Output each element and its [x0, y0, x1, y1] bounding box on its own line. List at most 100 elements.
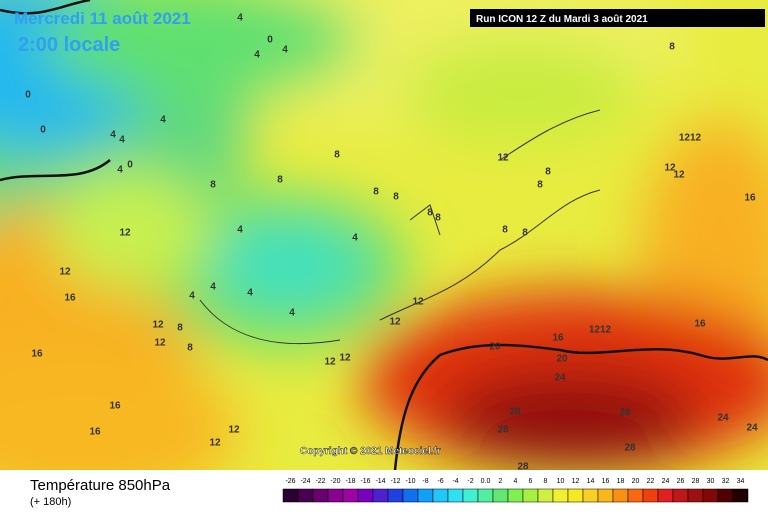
contour-label: 8 [435, 213, 441, 224]
contour-label: 12 [664, 163, 676, 174]
contour-label: 16 [31, 349, 43, 360]
contour-label: 8 [373, 187, 379, 198]
scale-label: 28 [692, 478, 700, 485]
contour-label: 24 [554, 373, 566, 384]
contour-label: 4 [352, 233, 358, 244]
contour-label: 4 [160, 115, 166, 126]
scale-label: -4 [452, 478, 458, 485]
contour-label: 1212 [679, 133, 702, 144]
contour-label: 8 [393, 192, 399, 203]
contour-label: 16 [64, 293, 76, 304]
scale-label: 16 [602, 478, 610, 485]
scale-swatch [717, 488, 734, 503]
contour-label: 4 [289, 308, 295, 319]
contour-label: 12 [228, 425, 240, 436]
contour-label: 12 [119, 228, 131, 239]
scale-swatch [612, 488, 629, 503]
scale-label: 0.0 [481, 478, 491, 485]
scale-swatch [597, 488, 614, 503]
scale-swatch [342, 488, 359, 503]
scale-swatch [462, 488, 479, 503]
run-info: Run ICON 12 Z du Mardi 3 août 2021 [476, 14, 648, 25]
contour-label: 12 [673, 170, 685, 181]
scale-label: -8 [422, 478, 428, 485]
contour-label: 4 [254, 50, 260, 61]
contour-label: 12 [152, 320, 164, 331]
map-date: Mercredi 11 août 2021 [14, 9, 191, 28]
scale-swatch [567, 488, 584, 503]
scale-label: 26 [677, 478, 685, 485]
map-time: 2:00 locale [18, 34, 120, 56]
scale-swatch [582, 488, 599, 503]
scale-swatch [282, 488, 299, 503]
scale-label: -12 [390, 478, 400, 485]
scale-swatch [732, 488, 749, 503]
scale-label: 14 [587, 478, 595, 485]
contour-label: 0 [40, 125, 46, 136]
scale-label: 10 [557, 478, 565, 485]
copyright: Copyright © 2021 Meteociel.fr [300, 446, 441, 457]
contour-label: 16 [694, 319, 706, 330]
contour-label: 12 [209, 438, 221, 449]
scale-label: 12 [572, 478, 580, 485]
contour-label: 0 [127, 160, 133, 171]
scale-swatch [702, 488, 719, 503]
scale-label: -24 [300, 478, 310, 485]
footer-title: Température 850hPa [30, 477, 171, 494]
scale-label: -14 [375, 478, 385, 485]
contour-label: 8 [545, 167, 551, 178]
scale-swatch [297, 488, 314, 503]
scale-swatch [402, 488, 419, 503]
contour-label: 28 [517, 462, 529, 473]
contour-label: 8 [427, 208, 433, 219]
scale-swatch [627, 488, 644, 503]
contour-label: 8 [210, 180, 216, 191]
contour-label: 0 [25, 90, 31, 101]
contour-label: 12 [412, 297, 424, 308]
scale-swatch [357, 488, 374, 503]
scale-label: 30 [707, 478, 715, 485]
scale-label: 6 [529, 478, 533, 485]
contour-label: 20 [556, 354, 568, 365]
contour-label: 4 [119, 135, 125, 146]
color-scale: -26 -24 -22 -20 -18 -16 -14 -12 -10 -8 -6 -4 -2 0.0 2 4… [282, 478, 749, 503]
contour-label: 4 [247, 288, 253, 299]
footer-lead: (+ 180h) [30, 496, 71, 508]
contour-label: 24 [746, 423, 758, 434]
scale-swatch [312, 488, 329, 503]
contour-label: 20 [489, 342, 501, 353]
scale-swatch [477, 488, 494, 503]
scale-swatch [672, 488, 689, 503]
scale-swatch [447, 488, 464, 503]
scale-label: 34 [737, 478, 745, 485]
scale-swatch [687, 488, 704, 503]
scale-swatch [372, 488, 389, 503]
scale-swatch [537, 488, 554, 503]
contour-label: 4 [117, 165, 123, 176]
scale-label: 8 [544, 478, 548, 485]
scale-swatch [507, 488, 524, 503]
contour-label: 12 [389, 317, 401, 328]
contour-label: 4 [237, 225, 243, 236]
scale-swatch [327, 488, 344, 503]
contour-label: 8 [334, 150, 340, 161]
scale-label: 24 [662, 478, 670, 485]
scale-label: 2 [499, 478, 503, 485]
contour-label: 12 [339, 353, 351, 364]
contour-label: 8 [177, 323, 183, 334]
contour-label: 28 [509, 407, 521, 418]
contour-label: 4 [210, 282, 216, 293]
contour-label: 1212 [589, 325, 612, 336]
scale-swatch [492, 488, 509, 503]
contour-label: 4 [189, 291, 195, 302]
contour-label: 28 [624, 443, 636, 454]
contour-label: 16 [744, 193, 756, 204]
scale-label: 4 [514, 478, 518, 485]
contour-label: 4 [237, 13, 243, 24]
scale-swatch [387, 488, 404, 503]
contour-label: 16 [109, 401, 121, 412]
contour-label: 12 [59, 267, 71, 278]
contour-label: 0 [267, 35, 273, 46]
